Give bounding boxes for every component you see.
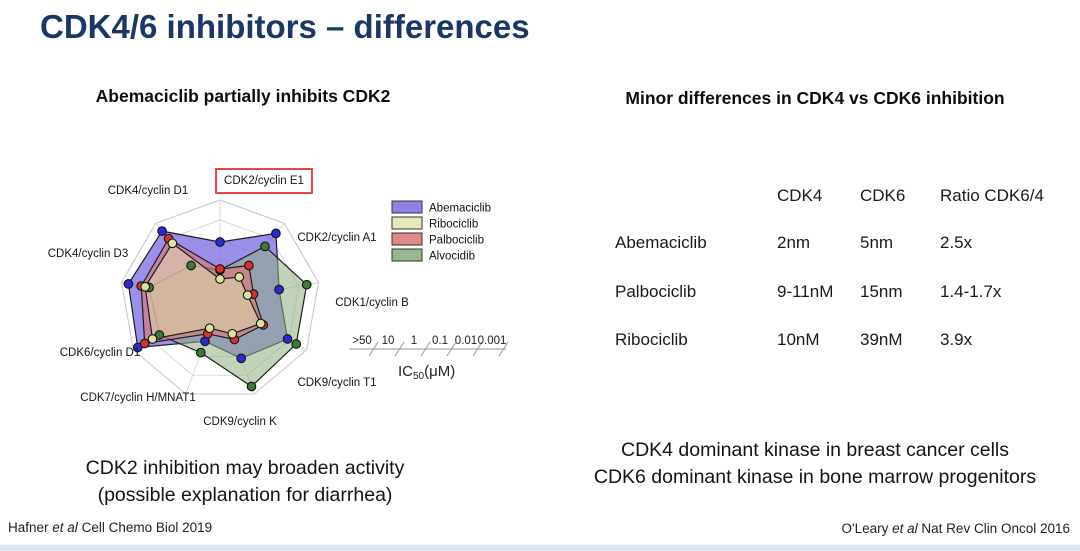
- radar-axis-label: CDK4/cyclin D3: [48, 248, 129, 260]
- left-caption: CDK2 inhibition may broaden activity (po…: [5, 455, 485, 509]
- table-cell-ratio: 2.5x: [940, 233, 973, 252]
- table-cell-cdk6: 5nm: [860, 233, 894, 252]
- table-cell-cdk4: 10nM: [777, 330, 820, 349]
- radar-axis-label: CDK1/cyclin B: [335, 297, 409, 309]
- right-heading: Minor differences in CDK4 vs CDK6 inhibi…: [625, 88, 1005, 108]
- scale-tick-label: >50: [352, 335, 372, 347]
- table-row-drug: Abemaciclib: [615, 233, 707, 252]
- citation-author: O'Leary: [841, 521, 893, 536]
- citation-journal: Nat Rev Clin Oncol 2016: [917, 521, 1070, 536]
- ic50-scale: >50 10 1 0.1 0.01 0.001 IC50(μM): [349, 335, 509, 382]
- legend-swatch: [391, 232, 423, 246]
- left-citation: Hafner et al Cell Chemo Biol 2019: [8, 520, 212, 535]
- radar-axis-label: CDK6/cyclin D1: [60, 347, 141, 359]
- radar-axis-label: CDK7/cyclin H/MNAT1: [80, 392, 195, 404]
- radar-axis-label: CDK2/cyclin E1: [224, 175, 304, 187]
- legend-swatch: [391, 248, 423, 262]
- radar-dots-ribociclib: [140, 238, 266, 344]
- table-cell-ratio: 3.9x: [940, 330, 973, 349]
- scale-tick: [368, 341, 379, 357]
- legend-label: Abemaciclib: [429, 203, 491, 215]
- citation-journal: Cell Chemo Biol 2019: [77, 520, 213, 535]
- radar-dots-alvocidib: [144, 241, 312, 392]
- radar-chart: CDK2/cyclin E1 CDK2/cyclin A1 CDK1/cyclin …: [48, 168, 509, 428]
- citation-etal: et al: [892, 521, 918, 536]
- radar-axis-label: CDK9/cyclin T1: [297, 377, 376, 389]
- slide-title: CDK4/6 inhibitors – differences: [40, 8, 530, 45]
- scale-tick: [446, 341, 457, 357]
- table-cell-cdk6: 39nM: [860, 330, 903, 349]
- col-header-cdk4: CDK4: [777, 186, 823, 205]
- table-row-drug: Palbociclib: [615, 282, 697, 301]
- col-header-ratio: Ratio CDK6/4: [940, 186, 1044, 205]
- radar-axis-label: CDK9/cyclin K: [203, 416, 277, 428]
- table-cell-cdk6: 15nm: [860, 282, 903, 301]
- col-header-cdk6: CDK6: [860, 186, 906, 205]
- radar-axis-label: CDK4/cyclin D1: [108, 185, 189, 197]
- left-caption-line1: CDK2 inhibition may broaden activity: [85, 457, 405, 479]
- legend-label: Ribociclib: [429, 219, 478, 231]
- legend-swatch: [391, 216, 423, 230]
- scale-tick-label: 10: [382, 335, 395, 347]
- legend-swatch: [391, 200, 423, 214]
- table-cell-ratio: 1.4-1.7x: [940, 282, 1002, 301]
- left-caption-line2: (possible explanation for diarrhea): [97, 484, 393, 506]
- ic50-axis-label: IC50(μM): [398, 363, 455, 382]
- inhibitor-table: CDK4 CDK6 Ratio CDK6/4 Abemaciclib 2nm 5…: [540, 0, 1080, 400]
- radar-axis-label: CDK2/cyclin A1: [297, 232, 376, 244]
- right-citation: O'Leary et al Nat Rev Clin Oncol 2016: [842, 521, 1070, 536]
- legend-label: Alvocidib: [429, 251, 475, 263]
- scale-tick: [394, 341, 405, 357]
- scale-tick-label: 0.01: [455, 335, 477, 347]
- radar-series-ribociclib: [144, 242, 262, 340]
- highlight-box: [215, 168, 313, 194]
- scale-tick: [498, 341, 509, 357]
- left-panel: Abemaciclib partially inhibits CDK2 CDK2…: [5, 86, 509, 535]
- table-cell-cdk4: 2nm: [777, 233, 811, 252]
- legend-label: Palbociclib: [429, 235, 484, 247]
- right-caption: CDK4 dominant kinase in breast cancer ce…: [550, 437, 1080, 491]
- right-panel: Minor differences in CDK4 vs CDK6 inhibi…: [540, 0, 1080, 551]
- scale-tick: [420, 341, 431, 357]
- left-heading: Abemaciclib partially inhibits CDK2: [95, 86, 391, 106]
- citation-etal: et al: [52, 520, 78, 535]
- table-row-drug: Ribociclib: [615, 330, 688, 349]
- scale-tick-label: 0.1: [432, 335, 448, 347]
- citation-author: Hafner: [8, 520, 53, 535]
- bottom-bar: [0, 545, 1080, 551]
- scale-tick-label: 0.001: [478, 335, 507, 347]
- radar-legend: Abemaciclib Ribociclib Palbociclib Alvocidi…: [391, 200, 491, 263]
- table-cell-cdk4: 9-11nM: [777, 282, 834, 301]
- scale-tick-label: 1: [411, 335, 417, 347]
- right-caption-line2: CDK6 dominant kinase in bone marrow prog…: [593, 466, 1037, 488]
- scale-tick: [472, 341, 483, 357]
- right-caption-line1: CDK4 dominant kinase in breast cancer ce…: [620, 439, 1010, 461]
